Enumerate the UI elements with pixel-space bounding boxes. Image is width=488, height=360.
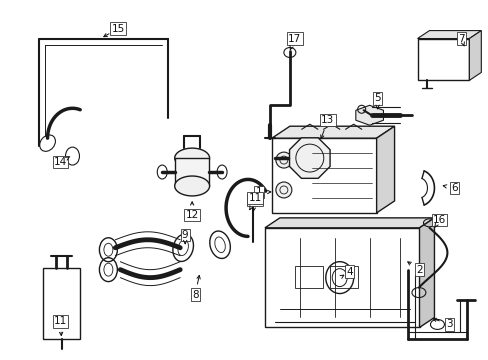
Ellipse shape xyxy=(275,152,291,168)
Text: 7: 7 xyxy=(457,33,464,44)
Polygon shape xyxy=(376,126,394,213)
Text: 1: 1 xyxy=(255,187,262,197)
Ellipse shape xyxy=(174,176,209,196)
Polygon shape xyxy=(417,31,480,39)
Bar xyxy=(271,138,376,213)
Text: 2: 2 xyxy=(415,265,422,275)
Polygon shape xyxy=(419,218,433,328)
Bar xyxy=(329,266,357,288)
Text: 17: 17 xyxy=(287,33,301,44)
Bar xyxy=(264,228,419,328)
Text: 9: 9 xyxy=(182,230,188,240)
Polygon shape xyxy=(289,138,329,178)
Bar xyxy=(294,266,322,288)
Bar xyxy=(42,268,81,339)
Polygon shape xyxy=(468,31,480,80)
Text: 10: 10 xyxy=(248,195,261,205)
Text: 8: 8 xyxy=(191,289,198,300)
Text: 14: 14 xyxy=(54,157,67,167)
Text: 4: 4 xyxy=(346,267,352,276)
Ellipse shape xyxy=(275,182,291,198)
Polygon shape xyxy=(355,105,383,125)
Polygon shape xyxy=(264,218,433,228)
Ellipse shape xyxy=(174,148,209,168)
Text: 3: 3 xyxy=(445,319,452,329)
Polygon shape xyxy=(271,126,394,138)
Text: 6: 6 xyxy=(450,183,457,193)
Bar xyxy=(175,158,209,186)
Text: 12: 12 xyxy=(185,210,198,220)
Text: 11: 11 xyxy=(54,316,67,327)
Text: 13: 13 xyxy=(321,115,334,125)
Text: 15: 15 xyxy=(111,24,125,33)
Text: 11: 11 xyxy=(248,193,261,203)
Text: 16: 16 xyxy=(432,215,445,225)
Text: 5: 5 xyxy=(373,93,380,103)
Bar xyxy=(417,39,468,80)
